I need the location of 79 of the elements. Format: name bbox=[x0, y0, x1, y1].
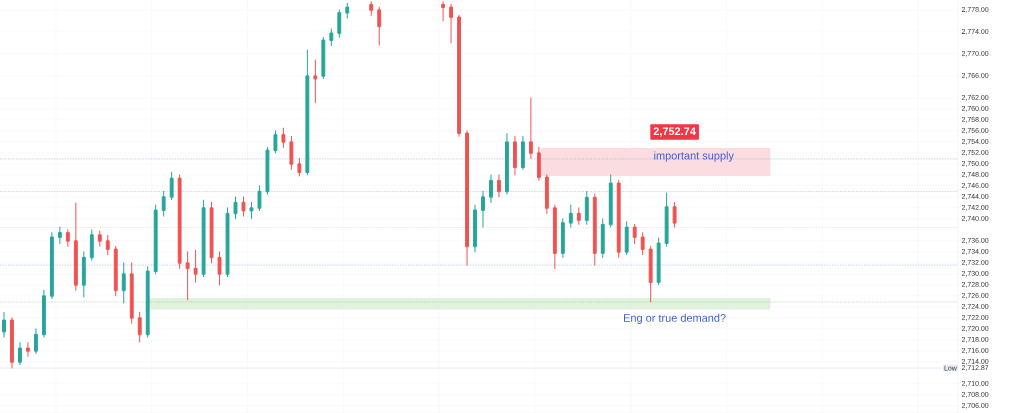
candlestick bbox=[185, 251, 190, 301]
candlestick bbox=[265, 146, 270, 195]
candlestick bbox=[520, 135, 525, 170]
candlestick bbox=[49, 232, 54, 300]
candlestick bbox=[337, 9, 342, 38]
candlestick bbox=[177, 174, 182, 269]
candlestick bbox=[161, 190, 166, 217]
candlestick bbox=[18, 342, 22, 366]
candlestick bbox=[584, 190, 589, 225]
candlestick bbox=[73, 202, 78, 291]
band-label: Eng or true demand? bbox=[624, 313, 726, 324]
candlestick bbox=[2, 311, 6, 338]
candlestick bbox=[473, 204, 477, 253]
band-label: important supply bbox=[654, 151, 734, 162]
candlestick bbox=[193, 249, 198, 283]
candlestick bbox=[560, 218, 565, 258]
candlestick bbox=[640, 232, 645, 256]
candlestick bbox=[632, 223, 637, 245]
candlestick bbox=[489, 174, 493, 203]
candlestick bbox=[65, 229, 70, 247]
candlestick bbox=[465, 130, 469, 266]
candlestick bbox=[26, 342, 30, 357]
candlestick bbox=[121, 262, 126, 304]
annotation: 2,752.74 bbox=[653, 127, 696, 137]
candlestick bbox=[10, 317, 14, 369]
candlestick bbox=[592, 193, 597, 266]
candlestick bbox=[321, 36, 326, 80]
candlestick bbox=[201, 199, 206, 278]
candlestick bbox=[105, 234, 110, 256]
candlestick bbox=[289, 135, 294, 170]
candlestick bbox=[233, 196, 238, 220]
candlestick bbox=[672, 201, 677, 228]
candlestick bbox=[664, 192, 669, 247]
candlestick bbox=[616, 179, 621, 258]
candlestick bbox=[544, 174, 549, 214]
candlestick bbox=[369, 1, 374, 16]
candlestick bbox=[169, 171, 174, 201]
candlestick bbox=[305, 49, 310, 176]
candlestick bbox=[281, 127, 286, 148]
candlestick bbox=[441, 1, 446, 22]
candlestick bbox=[113, 245, 118, 297]
candlestick bbox=[137, 311, 142, 343]
candlestick bbox=[449, 3, 453, 44]
candlestick bbox=[153, 204, 158, 275]
candlestick bbox=[313, 59, 318, 104]
candlestick bbox=[129, 262, 134, 324]
candlestick bbox=[241, 196, 246, 217]
candlestick bbox=[273, 130, 278, 154]
candlestick bbox=[576, 207, 581, 225]
candlestick bbox=[257, 185, 262, 212]
candlestick bbox=[329, 28, 334, 47]
candlestick bbox=[41, 289, 46, 338]
candlestick bbox=[209, 201, 214, 264]
candlestick bbox=[512, 135, 517, 176]
candlestick bbox=[505, 133, 509, 195]
candlestick bbox=[225, 207, 230, 278]
candlestick bbox=[552, 204, 557, 269]
candlestick bbox=[624, 221, 629, 256]
candlestick bbox=[648, 245, 653, 303]
candlestick bbox=[57, 226, 62, 245]
candlestick bbox=[33, 328, 38, 355]
candlestick bbox=[297, 157, 302, 177]
candlestick bbox=[457, 14, 461, 137]
candlestick bbox=[89, 229, 94, 261]
candlestick bbox=[656, 237, 661, 286]
candlestick bbox=[97, 230, 102, 247]
candlestick bbox=[536, 146, 541, 181]
candlestick bbox=[345, 2, 350, 19]
candlestick bbox=[377, 6, 382, 46]
candlestick bbox=[568, 204, 573, 228]
candlestick bbox=[249, 201, 254, 220]
candlestick bbox=[217, 251, 222, 286]
candlestick bbox=[81, 251, 86, 298]
candlestick bbox=[145, 266, 150, 338]
candlestick bbox=[481, 190, 485, 228]
candlestick bbox=[608, 174, 613, 228]
candlestick bbox=[600, 218, 605, 258]
candlestick bbox=[528, 97, 533, 159]
candlestick bbox=[497, 174, 501, 198]
